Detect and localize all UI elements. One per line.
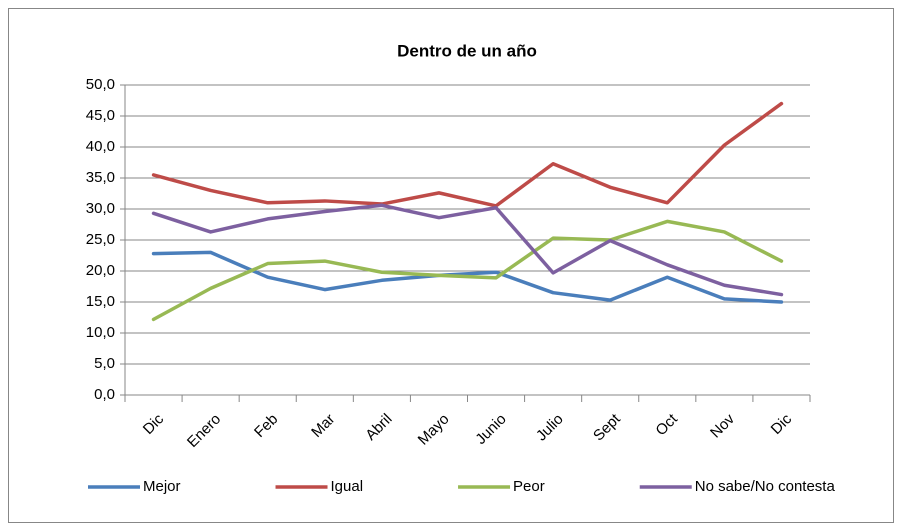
y-tick-label: 5,0 [94, 355, 115, 372]
y-tick-label: 0,0 [94, 386, 115, 403]
y-tick-label: 40,0 [86, 138, 115, 155]
series-line [151, 219, 784, 322]
series-line [151, 101, 784, 208]
y-tick-label: 50,0 [86, 76, 115, 93]
y-tick-label: 15,0 [86, 293, 115, 310]
y-tick-label: 30,0 [86, 200, 115, 217]
chart-border [8, 8, 894, 523]
y-tick-label: 45,0 [86, 107, 115, 124]
y-tick-label: 10,0 [86, 324, 115, 341]
series-line [151, 250, 784, 304]
legend-label: Mejor [143, 478, 181, 495]
legend-label: Peor [513, 478, 545, 495]
legend-label: Igual [331, 478, 364, 495]
legend-label: No sabe/No contesta [695, 478, 836, 495]
chart-title: Dentro de un año [397, 41, 537, 60]
y-tick-label: 25,0 [86, 231, 115, 248]
y-tick-label: 20,0 [86, 262, 115, 279]
y-tick-label: 35,0 [86, 169, 115, 186]
series-line [151, 203, 784, 297]
